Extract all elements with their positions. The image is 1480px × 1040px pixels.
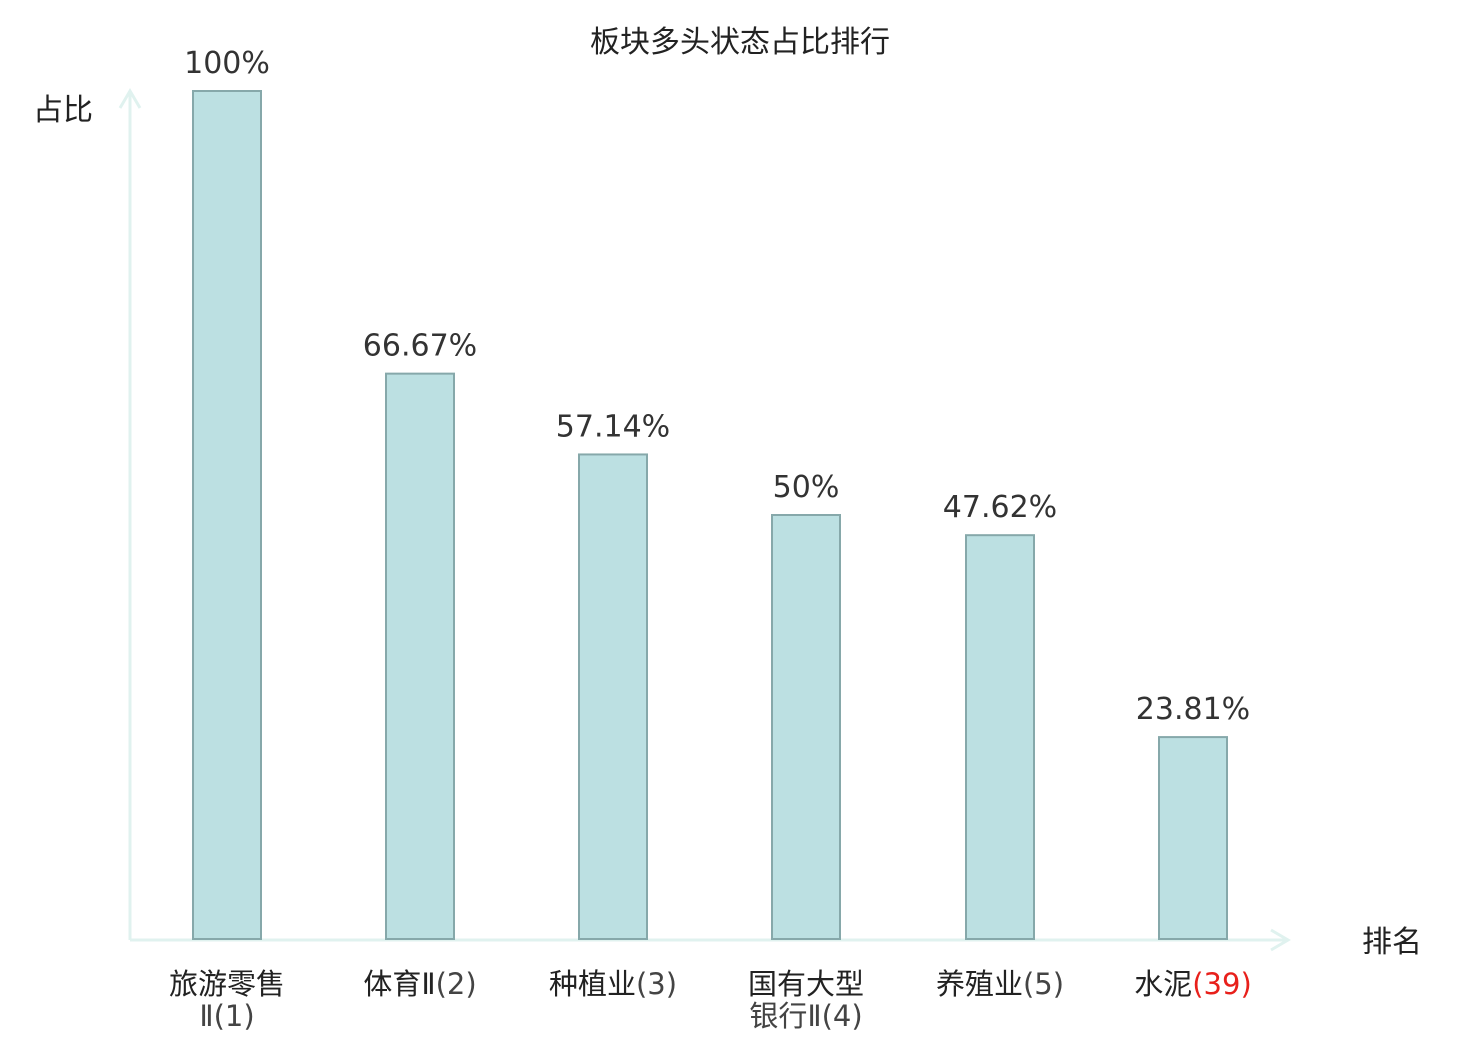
category-label: 养殖业(5)	[936, 967, 1064, 1001]
value-labels-group: 100% 66.67% 57.14% 50% 47.62% 23.81%	[184, 46, 1250, 727]
x-axis-label: 排名	[1362, 925, 1422, 960]
y-axis-label: 占比	[33, 93, 93, 128]
category-label: 体育Ⅱ(2)	[363, 967, 476, 1001]
category-label: 种植业(3)	[549, 967, 677, 1001]
bar-value-label: 100%	[184, 46, 270, 81]
bar	[578, 453, 648, 940]
axes	[118, 88, 1291, 952]
bar	[1158, 736, 1228, 940]
bar-value-label: 66.67%	[363, 329, 477, 364]
chart-title: 板块多头状态占比排行	[590, 25, 890, 60]
bar	[771, 514, 841, 940]
bar-value-label: 50%	[773, 470, 840, 505]
category-label: 国有大型	[748, 967, 864, 1001]
bar	[192, 90, 262, 940]
bar-value-label: 47.62%	[943, 490, 1057, 525]
bar-value-label: 57.14%	[556, 409, 670, 444]
category-label: 旅游零售	[169, 967, 285, 1001]
bar	[385, 372, 455, 940]
bars-group	[192, 90, 1228, 940]
bar-value-label: 23.81%	[1136, 692, 1250, 727]
y-axis-arrow-icon	[118, 88, 142, 109]
bar	[965, 534, 1035, 940]
category-rank-label: 银行Ⅱ(4)	[749, 999, 862, 1033]
category-rank-label: Ⅱ(1)	[199, 999, 254, 1033]
category-label: 水泥(39)	[1134, 967, 1252, 1001]
x-axis-arrow-icon	[1270, 928, 1291, 952]
